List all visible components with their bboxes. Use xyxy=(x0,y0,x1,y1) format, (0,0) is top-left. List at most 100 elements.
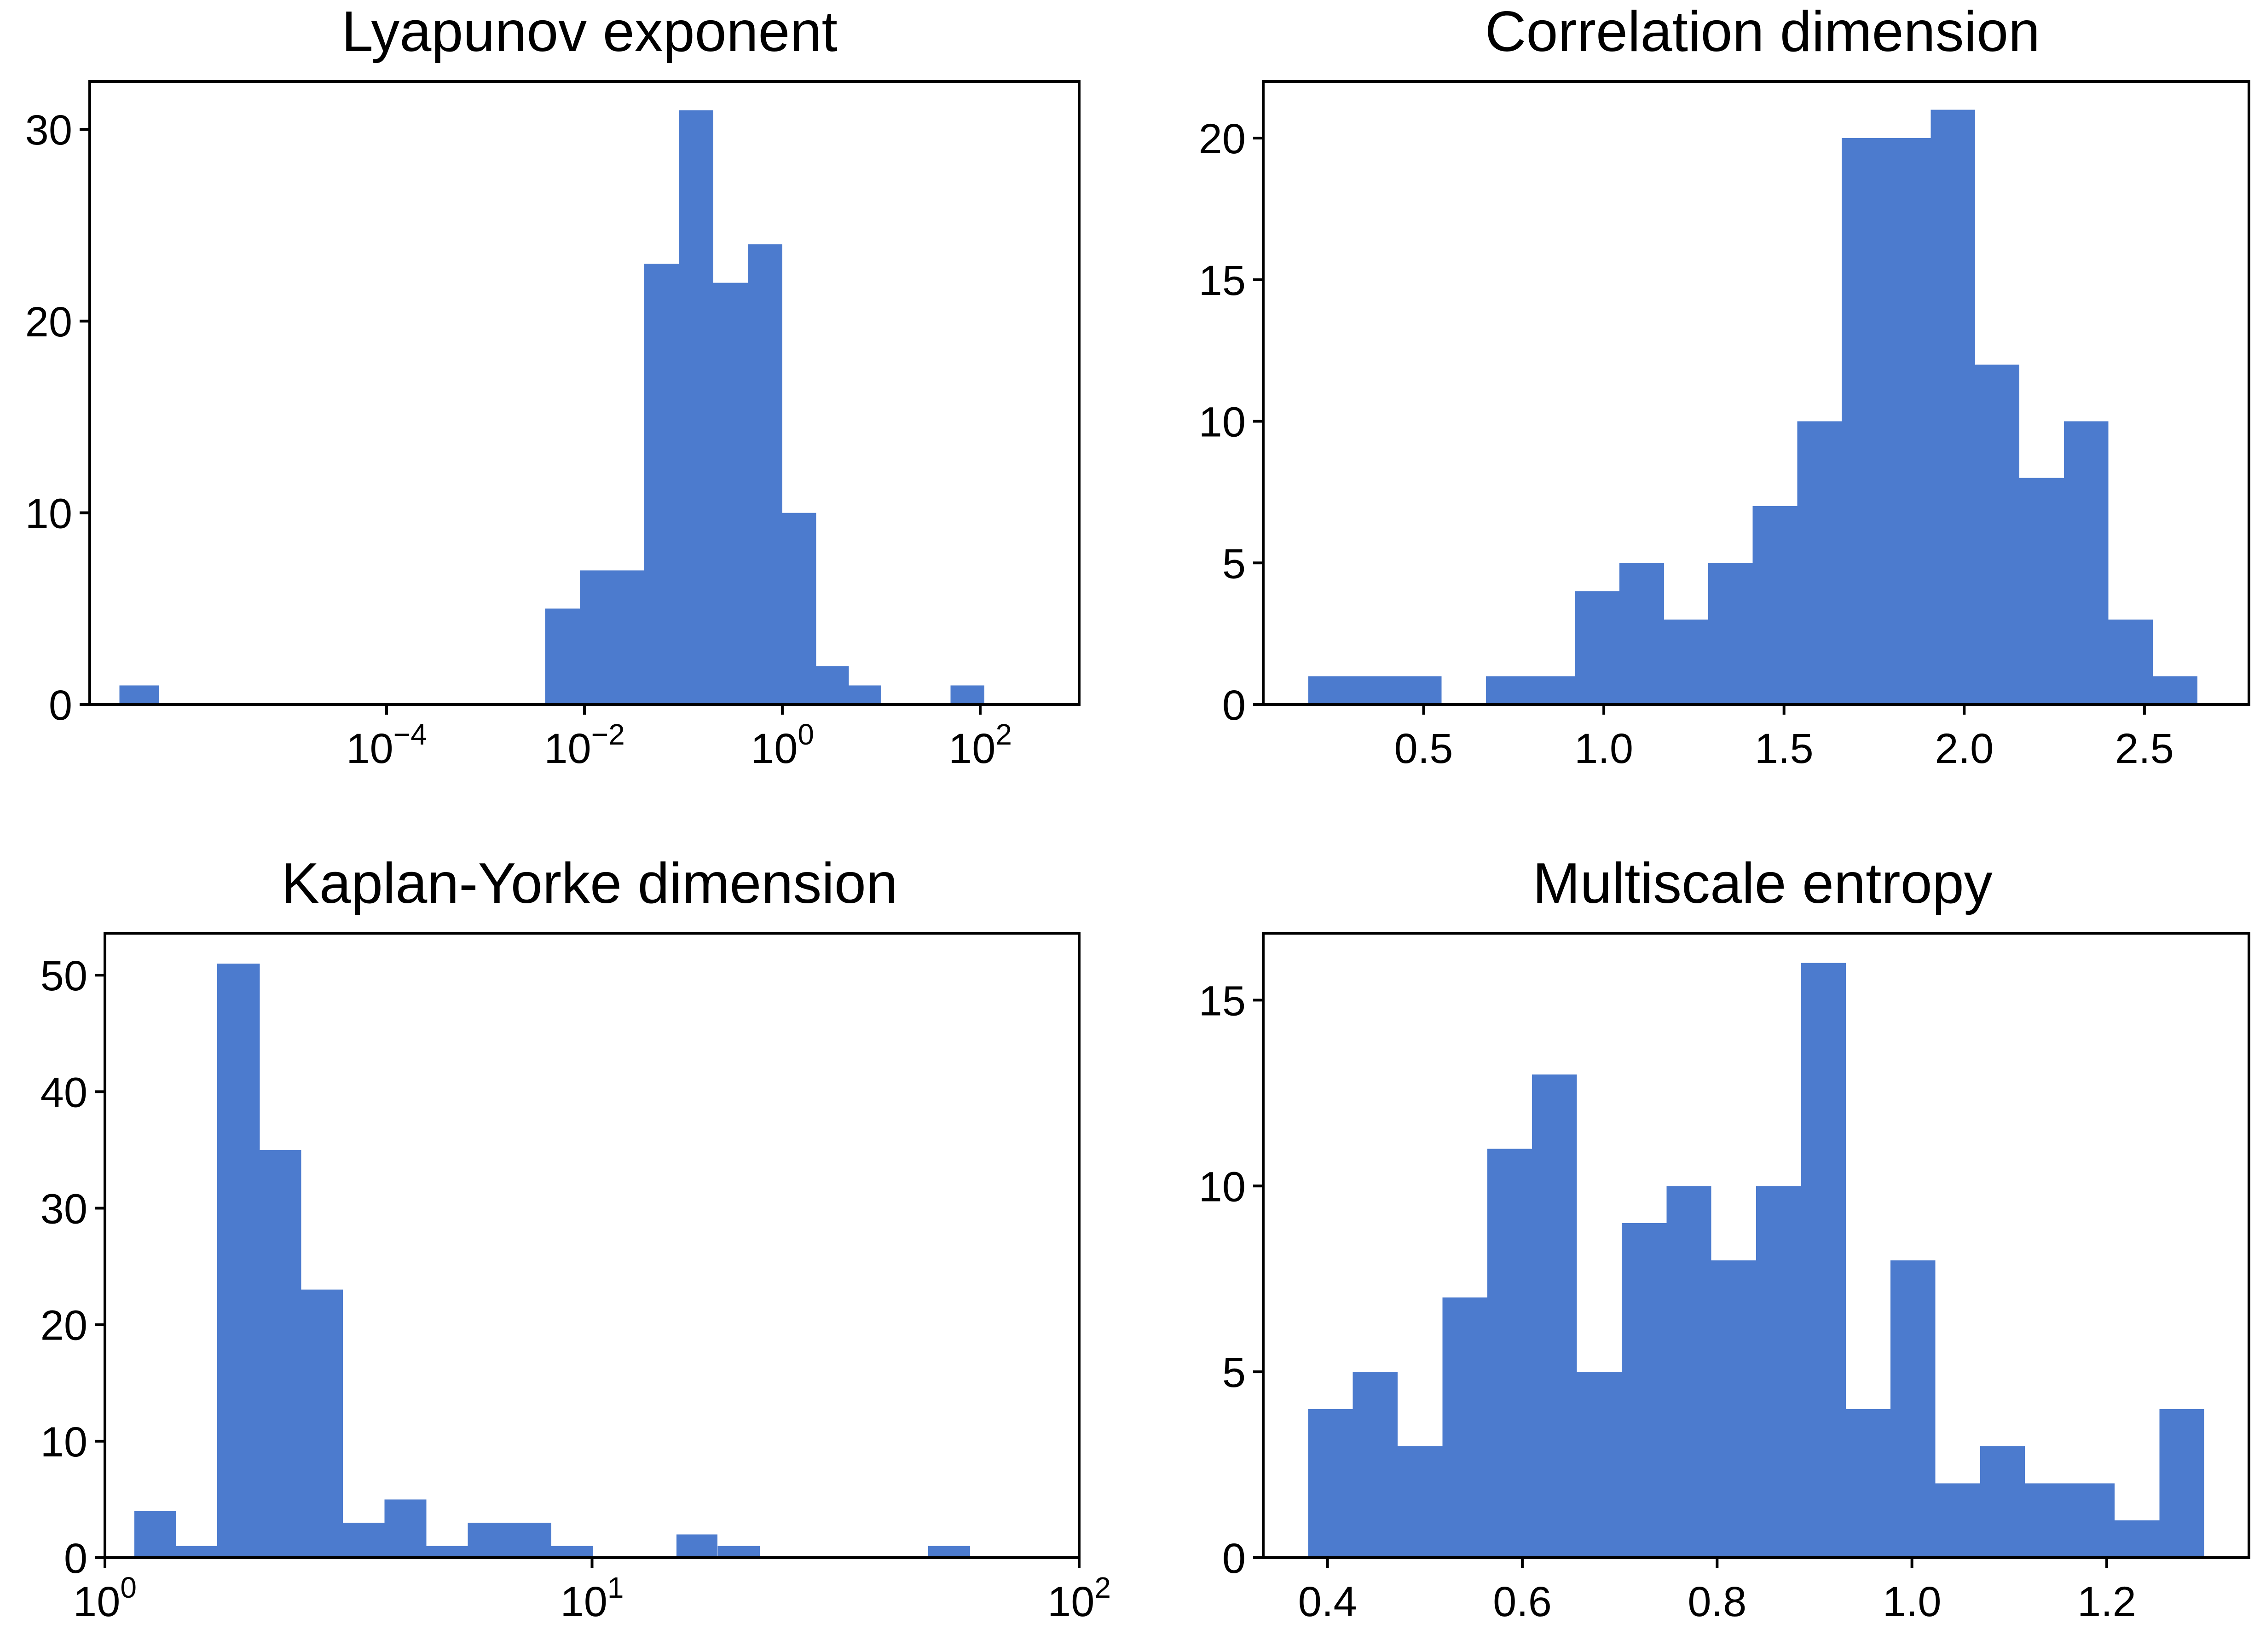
histogram-bar xyxy=(717,1546,760,1558)
histogram-bar xyxy=(816,666,849,705)
histogram-bar xyxy=(1842,138,1886,705)
x-tick-label: 102 xyxy=(1047,1571,1111,1625)
histogram-bar xyxy=(1797,421,1842,705)
y-tick-label: 0 xyxy=(49,682,72,729)
histogram-bar xyxy=(1666,1186,1711,1558)
y-tick-label: 40 xyxy=(40,1069,87,1116)
histogram-bar xyxy=(644,263,679,705)
y-tick-label: 30 xyxy=(25,107,72,154)
y-tick-label: 0 xyxy=(1222,1535,1246,1582)
histogram-bar xyxy=(2114,1520,2160,1558)
histogram-bar xyxy=(1621,1223,1667,1558)
histogram-bar xyxy=(2108,619,2153,705)
y-tick-label: 50 xyxy=(40,953,87,999)
histogram-bar xyxy=(551,1546,593,1558)
histogram-bar xyxy=(1708,563,1753,705)
axes-frame xyxy=(1262,80,2250,706)
histogram-bar xyxy=(1801,963,1846,1558)
histogram-bar xyxy=(609,570,644,705)
histogram-bar xyxy=(1935,1483,1980,1558)
y-tick-label: 5 xyxy=(1222,540,1246,587)
histogram-bar xyxy=(2025,1483,2070,1558)
kaplan-yorke-dimension-panel: Kaplan-Yorke dimension 0 10 20 30 40 50 100 101… xyxy=(40,852,1111,1625)
y-tick-label: 10 xyxy=(40,1419,87,1466)
histogram-bar xyxy=(1619,563,1664,705)
panel-title: Correlation dimension xyxy=(1485,0,2040,64)
y-tick-label: 20 xyxy=(1199,116,1246,162)
panel-title: Multiscale entropy xyxy=(1532,852,1992,915)
histogram-bar xyxy=(1487,1149,1532,1558)
correlation-dimension-panel: Correlation dimension 0 5 10 15 20 0.5 1.0 1.5 2… xyxy=(1199,0,2250,772)
histogram-bar xyxy=(1308,1409,1353,1558)
histogram-bar xyxy=(119,685,159,705)
x-tick-label: 0.4 xyxy=(1298,1578,1357,1625)
histogram-bar xyxy=(301,1289,343,1558)
x-tick-label: 0.8 xyxy=(1688,1578,1746,1625)
y-tick-label: 10 xyxy=(1199,399,1246,446)
histogram-bar xyxy=(509,1523,552,1558)
histogram-bar xyxy=(950,685,984,705)
histogram-bar xyxy=(1353,676,1398,705)
x-tick-label: 100 xyxy=(73,1571,137,1625)
histogram-bar xyxy=(679,110,713,705)
histogram-bar xyxy=(2069,1483,2115,1558)
histogram-bar xyxy=(1353,1372,1398,1558)
histogram-bar xyxy=(343,1523,385,1558)
histogram-bar xyxy=(545,608,580,705)
histogram-bar xyxy=(2152,676,2197,705)
y-tick-label: 10 xyxy=(25,490,72,537)
y-tick-label: 20 xyxy=(25,299,72,346)
y-tick-label: 0 xyxy=(1222,682,1246,729)
histogram-bar xyxy=(468,1523,510,1558)
histogram-bar xyxy=(928,1546,970,1558)
histogram-bar xyxy=(1308,676,1353,705)
x-tick-label: 1.5 xyxy=(1755,725,1814,772)
y-tick-label: 20 xyxy=(40,1302,87,1349)
histogram-bar xyxy=(1711,1260,1756,1558)
histogram-bar xyxy=(1398,1446,1443,1558)
x-tick-label: 101 xyxy=(561,1571,624,1625)
panel-title: Kaplan-Yorke dimension xyxy=(281,852,898,915)
histogram-bar xyxy=(1845,1409,1891,1558)
y-tick-label: 10 xyxy=(1199,1163,1246,1210)
histogram-bar xyxy=(176,1546,217,1558)
y-tick-label: 15 xyxy=(1199,977,1246,1024)
panel-title: Lyapunov exponent xyxy=(341,0,838,64)
x-tick-label: 100 xyxy=(751,718,814,772)
y-tick-label: 30 xyxy=(40,1185,87,1232)
y-tick-label: 0 xyxy=(64,1535,87,1582)
histogram-bar xyxy=(260,1149,301,1558)
histogram-bar xyxy=(676,1534,718,1558)
histogram-bar xyxy=(748,244,782,705)
histogram-bar xyxy=(1397,676,1442,705)
histogram-bar xyxy=(782,513,816,705)
histogram-bar xyxy=(1890,1260,1936,1558)
axes-frame xyxy=(1262,932,2250,1559)
histogram-bar xyxy=(1532,1074,1577,1558)
histogram-bar xyxy=(1442,1297,1487,1558)
histogram-bar xyxy=(2019,478,2064,705)
y-tick-label: 5 xyxy=(1222,1349,1246,1396)
x-tick-label: 0.5 xyxy=(1394,725,1453,772)
lyapunov-exponent-panel: Lyapunov exponent 0 10 20 30 10−4 10−2 100 102 xyxy=(25,0,1081,772)
x-tick-label: 10−4 xyxy=(346,718,427,772)
x-tick-label: 2.0 xyxy=(1935,725,1994,772)
x-tick-label: 1.0 xyxy=(1574,725,1633,772)
histogram-bar xyxy=(1575,591,1619,705)
x-tick-label: 0.6 xyxy=(1493,1578,1552,1625)
x-tick-label: 102 xyxy=(948,718,1012,772)
histogram-bar xyxy=(384,1499,427,1558)
y-tick-label: 15 xyxy=(1199,257,1246,304)
x-tick-label: 2.5 xyxy=(2115,725,2174,772)
histogram-bar xyxy=(1931,110,1975,705)
histogram-bar xyxy=(1756,1186,1801,1558)
histogram-bar xyxy=(2064,421,2109,705)
histogram-bar xyxy=(1975,364,2020,705)
x-tick-label: 1.0 xyxy=(1883,1578,1942,1625)
histogram-bar xyxy=(2159,1409,2204,1558)
histogram-bar xyxy=(580,570,610,705)
multiscale-entropy-panel: Multiscale entropy 0 5 10 15 0.4 0.6 0.8 1.0 1.2 xyxy=(1199,852,2250,1625)
x-tick-label: 1.2 xyxy=(2077,1578,2136,1625)
histogram-bar xyxy=(217,963,260,1558)
